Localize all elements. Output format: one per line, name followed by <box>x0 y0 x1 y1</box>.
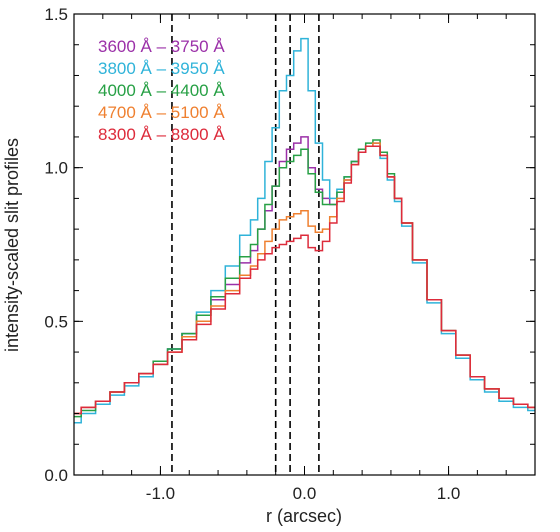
x-tick-label: 1.0 <box>437 484 461 503</box>
legend-entry: 8300 Å – 8800 Å <box>98 125 225 144</box>
y-axis-label: intensity-scaled slit profiles <box>2 138 22 352</box>
y-tick-label: 1.5 <box>44 5 68 24</box>
legend-entry: 4700 Å – 5100 Å <box>98 103 225 122</box>
series-line-5 <box>74 145 535 415</box>
y-tick-label: 0.5 <box>44 312 68 331</box>
x-tick-label: -1.0 <box>146 484 175 503</box>
x-axis-label: r (arcsec) <box>266 506 342 526</box>
series-line-1 <box>74 136 535 415</box>
series-group <box>74 37 535 424</box>
y-tick-label: 0.0 <box>44 466 68 485</box>
x-tick-label: 0.0 <box>293 484 317 503</box>
legend: 3600 Å – 3750 Å 3800 Å – 3950 Å 4000 Å – 4… <box>98 37 225 144</box>
ticks: -1.0 0.0 1.0 0.0 0.5 1.0 1.5 <box>44 5 536 503</box>
series-line-3 <box>74 139 535 418</box>
legend-entry: 4000 Å – 4400 Å <box>98 81 225 100</box>
y-tick-label: 1.0 <box>44 159 68 178</box>
legend-entry: 3600 Å – 3750 Å <box>98 37 225 56</box>
legend-entry: 3800 Å – 3950 Å <box>98 59 225 78</box>
